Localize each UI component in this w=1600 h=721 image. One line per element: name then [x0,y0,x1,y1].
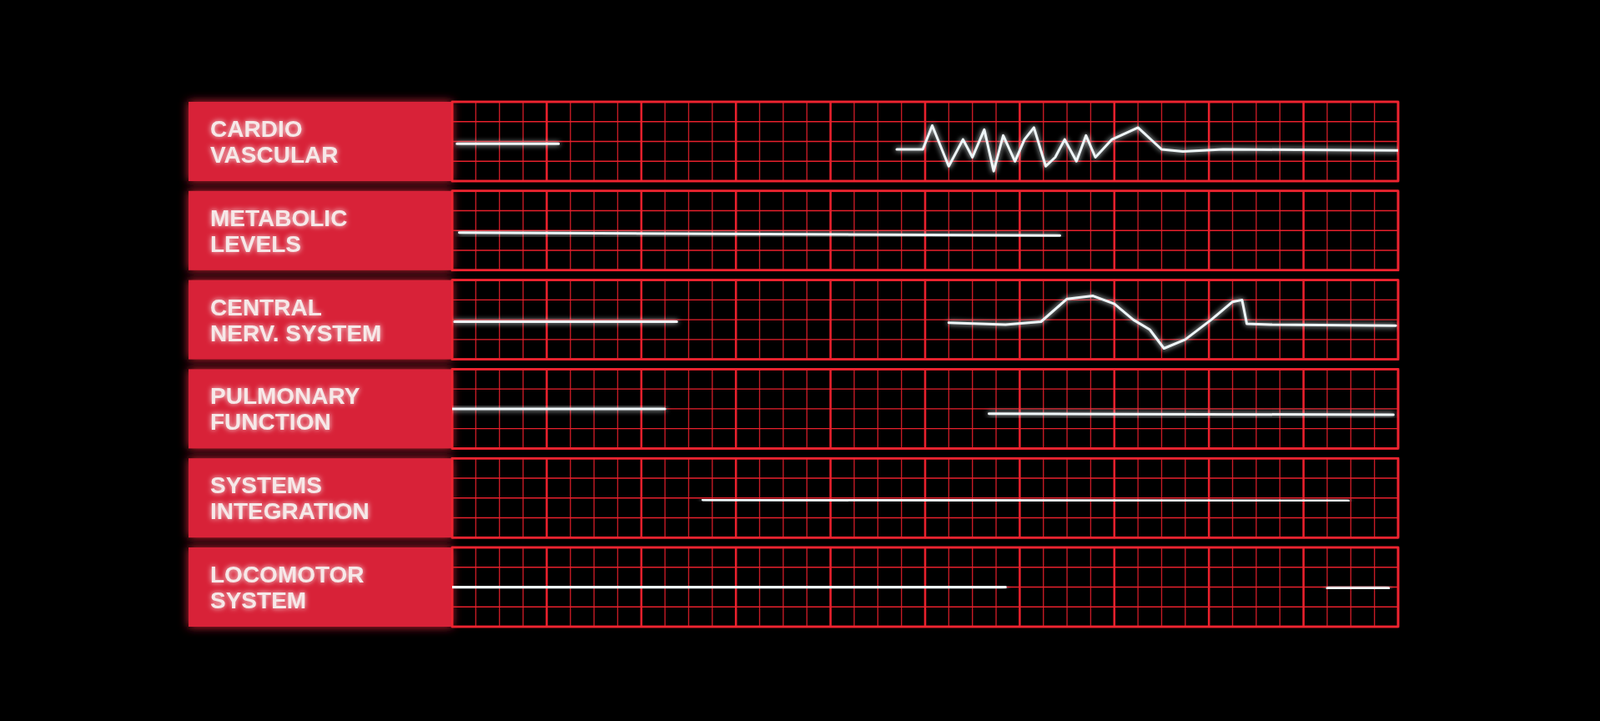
grid [452,547,1399,627]
grid [452,368,1399,448]
trace [454,296,1396,349]
traces [452,587,1389,589]
plot-frame [452,547,1399,627]
label-box [188,368,453,448]
traces [703,499,1349,501]
panel-label: METABOLICLEVELS [210,205,348,257]
grid-line [452,586,1399,588]
grid-line [452,249,1399,251]
trace [452,408,1394,415]
label-box [188,457,453,538]
trace [703,499,1349,501]
label-box [188,280,453,360]
label-box [188,101,453,182]
plot-frame [452,368,1399,448]
grid [452,280,1399,360]
panel: LOCOMOTORSYSTEM [188,547,1399,627]
grid-line [452,477,1399,478]
grid-line [452,318,1399,320]
trace [452,587,1389,589]
grid-line [452,497,1399,499]
panel-label: LOCOMOTORSYSTEM [210,561,365,614]
traces [459,232,1061,237]
label-box [188,191,453,271]
grid-line [452,427,1399,429]
plot-frame [452,191,1399,271]
grid-line [452,566,1399,568]
grid-line [452,120,1399,122]
grid-line [452,338,1399,340]
panel-label: CARDIOVASCULAR [210,115,338,168]
grid-line [452,606,1399,608]
grid [452,457,1399,538]
traces [457,125,1399,172]
grid [452,191,1399,271]
grid-line [452,387,1399,389]
trace [459,232,1061,237]
panel: CENTRALNERV. SYSTEM [188,280,1399,360]
traces [452,408,1394,415]
grid-line [452,517,1399,519]
trace [457,125,1399,172]
panel: CARDIOVASCULAR [188,101,1399,182]
panel: SYSTEMSINTEGRATION [188,457,1399,538]
grid-line [452,299,1399,301]
plot-frame [452,457,1399,538]
plot-frame [452,101,1399,182]
plot-frame [452,280,1399,360]
traces [454,296,1396,349]
grid-line [452,161,1399,162]
background [0,0,1600,721]
panel: PULMONARYFUNCTION [188,368,1399,448]
panel: METABOLICLEVELS [188,191,1399,271]
panel-label: PULMONARYFUNCTION [210,382,361,435]
panel-label: SYSTEMSINTEGRATION [210,472,370,524]
panel-label: CENTRALNERV. SYSTEM [210,294,382,347]
grid-line [452,210,1399,212]
grid-line [452,230,1399,232]
label-box [188,547,453,627]
grid [452,101,1399,182]
display: CARDIOVASCULAR METABOLICLEVELS CENTRALNERV… [0,0,1600,721]
